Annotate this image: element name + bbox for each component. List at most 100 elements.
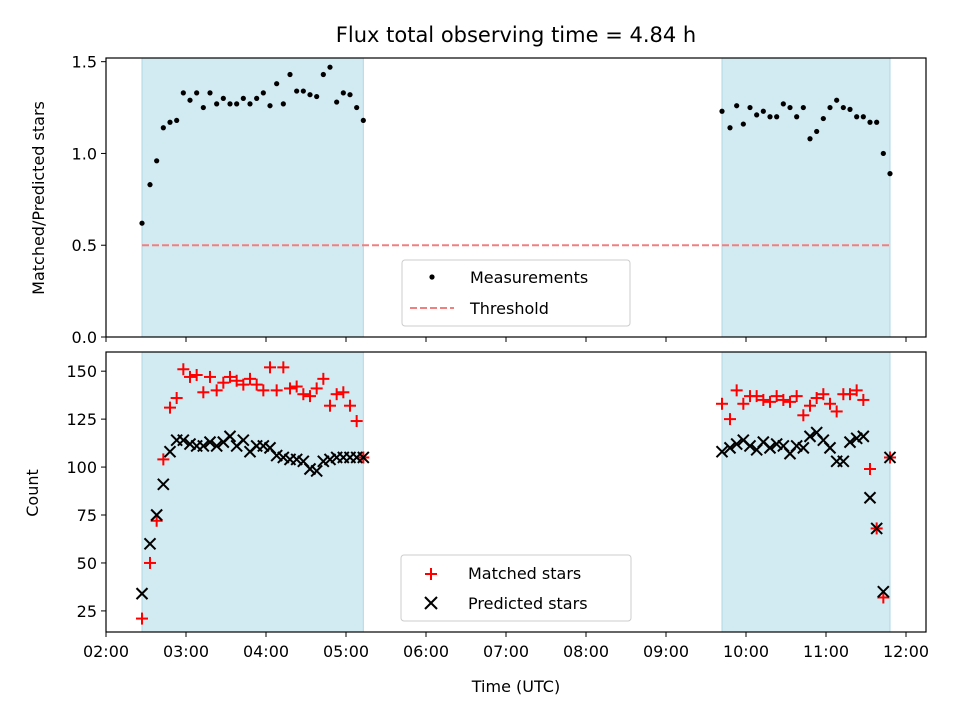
measurement-point (320, 71, 326, 78)
bottom-shaded-span-1 (142, 352, 364, 632)
measurement-point (787, 104, 793, 111)
top-panel: 0.0 0.5 1.0 1.5 Matched/Predicted stars Mea… (29, 53, 927, 347)
predicted-star-point (837, 455, 850, 468)
matched-star-point (190, 369, 203, 382)
measurement-point (747, 104, 753, 111)
matched-star-point (157, 453, 170, 466)
bottom-x-tick-label: 08:00 (563, 642, 609, 661)
measurement-point (260, 90, 266, 96)
matched-star-point (264, 361, 276, 374)
measurement-point (780, 101, 786, 107)
measurement-point (847, 106, 853, 112)
predicted-star-point (310, 464, 323, 478)
matched-star-point (237, 378, 250, 391)
measurement-point (307, 92, 313, 98)
matched-star-point (257, 384, 270, 397)
top-y-axis-label: Matched/Predicted stars (29, 101, 48, 295)
matched-star-point (344, 399, 356, 412)
matched-star-point (184, 370, 196, 383)
bottom-y-tick-label: 75 (77, 506, 97, 525)
predicted-star-point (883, 451, 897, 464)
measurement-point (860, 114, 866, 120)
measurement-point (867, 119, 873, 125)
matched-star-point (330, 388, 343, 401)
measurement-point (834, 97, 840, 103)
legend-measurements-label: Measurements (470, 268, 588, 287)
measurement-point (740, 121, 746, 127)
matched-star-point (797, 409, 810, 422)
legend-measurements-marker (429, 274, 435, 280)
predicted-star-point (857, 430, 870, 443)
predicted-star-point (723, 441, 737, 455)
measurement-point (254, 95, 260, 101)
measurement-point (360, 117, 366, 124)
matched-star-point (210, 384, 223, 397)
predicted-star-points (135, 426, 897, 600)
measurement-point (194, 90, 200, 96)
top-y-tick-label: 0.0 (72, 328, 97, 347)
measurement-point (354, 104, 360, 111)
measurement-point (247, 101, 253, 107)
bottom-x-tick-label: 07:00 (483, 642, 529, 661)
matched-star-point (844, 388, 856, 401)
matched-star-point (877, 591, 890, 604)
measurement-point (800, 104, 806, 111)
top-y-tick-label: 0.5 (72, 236, 97, 255)
predicted-star-point (150, 508, 163, 522)
matched-star-point (824, 397, 836, 410)
top-y-tick-label: 1.5 (72, 53, 97, 72)
measurement-point (874, 119, 880, 125)
measurement-point (300, 88, 306, 94)
measurement-point (200, 104, 206, 111)
matched-star-point (716, 397, 728, 410)
matched-star-point (810, 392, 823, 405)
predicted-star-point (877, 585, 890, 598)
matched-star-point (277, 361, 290, 374)
matched-star-point (164, 401, 176, 414)
measurement-point (160, 125, 166, 131)
predicted-star-point (135, 587, 149, 600)
measurement-point (814, 128, 820, 135)
measurement-point (754, 112, 760, 118)
x-axis-label: Time (UTC) (471, 677, 560, 696)
bottom-x-tick-label: 12:00 (883, 642, 929, 661)
predicted-star-point (730, 437, 743, 451)
predicted-star-point (743, 439, 757, 453)
bottom-panel: 25 50 75 100 125 150 02:00 03:00 04:00 05:00 06:00… (23, 351, 929, 696)
matched-star-point (244, 372, 256, 385)
matched-star-point (310, 382, 323, 395)
matched-star-point (177, 363, 190, 376)
predicted-star-point (223, 430, 237, 443)
predicted-star-point (870, 522, 883, 535)
matched-star-point (290, 380, 303, 393)
predicted-star-point (803, 430, 817, 443)
matched-star-point (864, 462, 876, 475)
matched-star-point (250, 378, 263, 391)
matched-star-point (136, 612, 148, 625)
bottom-x-tick-label: 11:00 (803, 642, 849, 661)
measurement-point (220, 95, 226, 101)
measurement-point (827, 104, 833, 111)
matched-star-point (857, 393, 870, 406)
matched-star-point (724, 413, 736, 426)
measurement-point (820, 115, 826, 122)
matched-star-point (804, 399, 816, 412)
predicted-star-point (237, 434, 250, 447)
matched-star-point (197, 386, 210, 399)
matched-star-point (204, 370, 216, 383)
predicted-star-point (203, 435, 217, 449)
matched-star-point (324, 399, 336, 412)
top-shaded-spans (141, 58, 891, 337)
bottom-x-tick-label: 02:00 (83, 642, 129, 661)
predicted-star-point (863, 491, 877, 504)
legend-predicted-label: Predicted stars (468, 594, 588, 613)
measurement-point (214, 101, 220, 107)
matched-star-point (317, 372, 330, 385)
measurement-point (274, 81, 280, 87)
measurement-point (174, 117, 180, 124)
matched-star-point (170, 392, 183, 405)
measurement-point (240, 95, 246, 101)
predicted-star-point (197, 439, 210, 453)
measurement-point (180, 90, 186, 96)
bottom-y-tick-label: 25 (77, 602, 97, 621)
